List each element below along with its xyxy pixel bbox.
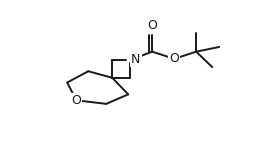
Text: O: O xyxy=(169,52,179,65)
Text: N: N xyxy=(131,53,141,67)
Text: O: O xyxy=(71,94,81,107)
Text: O: O xyxy=(147,19,157,32)
